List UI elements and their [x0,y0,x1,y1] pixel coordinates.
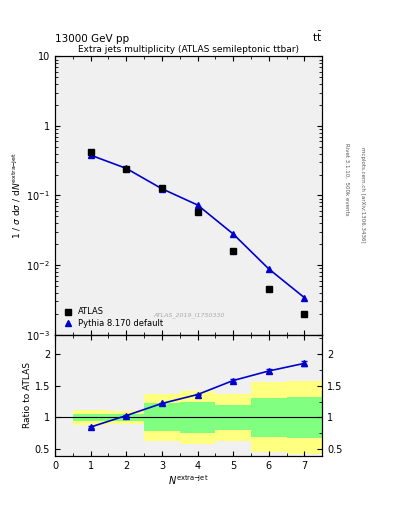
Text: Rivet 3.1.10,  500k events: Rivet 3.1.10, 500k events [344,143,349,216]
X-axis label: $N^{\mathrm{extra\!\!-\!\!jet}}$: $N^{\mathrm{extra\!\!-\!\!jet}}$ [168,473,209,487]
ATLAS [266,286,271,292]
ATLAS [124,166,129,172]
Line: Pythia 8.170 default: Pythia 8.170 default [87,152,308,301]
Y-axis label: $1\ /\ \sigma\ \mathrm{d}\sigma\ /\ \mathrm{d}N^{\mathrm{extra\!\!-\!\!jet}}$: $1\ /\ \sigma\ \mathrm{d}\sigma\ /\ \mat… [11,152,24,239]
ATLAS [302,311,307,317]
ATLAS [231,248,235,254]
Pythia 8.170 default [160,186,164,192]
ATLAS [195,209,200,216]
Pythia 8.170 default [302,294,307,301]
Text: 13000 GeV pp: 13000 GeV pp [55,33,129,44]
Pythia 8.170 default [231,231,235,237]
ATLAS [88,149,93,155]
Text: t$\bar{\mathrm{t}}$: t$\bar{\mathrm{t}}$ [312,29,322,44]
Y-axis label: Ratio to ATLAS: Ratio to ATLAS [23,362,32,428]
Pythia 8.170 default [266,266,271,272]
Text: mcplots.cern.ch [arXiv:1306.3436]: mcplots.cern.ch [arXiv:1306.3436] [360,147,365,242]
Pythia 8.170 default [195,202,200,208]
Title: Extra jets multiplicity (ATLAS semileptonic ttbar): Extra jets multiplicity (ATLAS semilepto… [78,45,299,54]
Legend: ATLAS, Pythia 8.170 default: ATLAS, Pythia 8.170 default [59,305,166,330]
Line: ATLAS: ATLAS [87,148,308,317]
Pythia 8.170 default [88,152,93,158]
Text: ATLAS_2019_I1750330: ATLAS_2019_I1750330 [153,312,224,318]
Pythia 8.170 default [124,165,129,172]
ATLAS [160,184,164,190]
